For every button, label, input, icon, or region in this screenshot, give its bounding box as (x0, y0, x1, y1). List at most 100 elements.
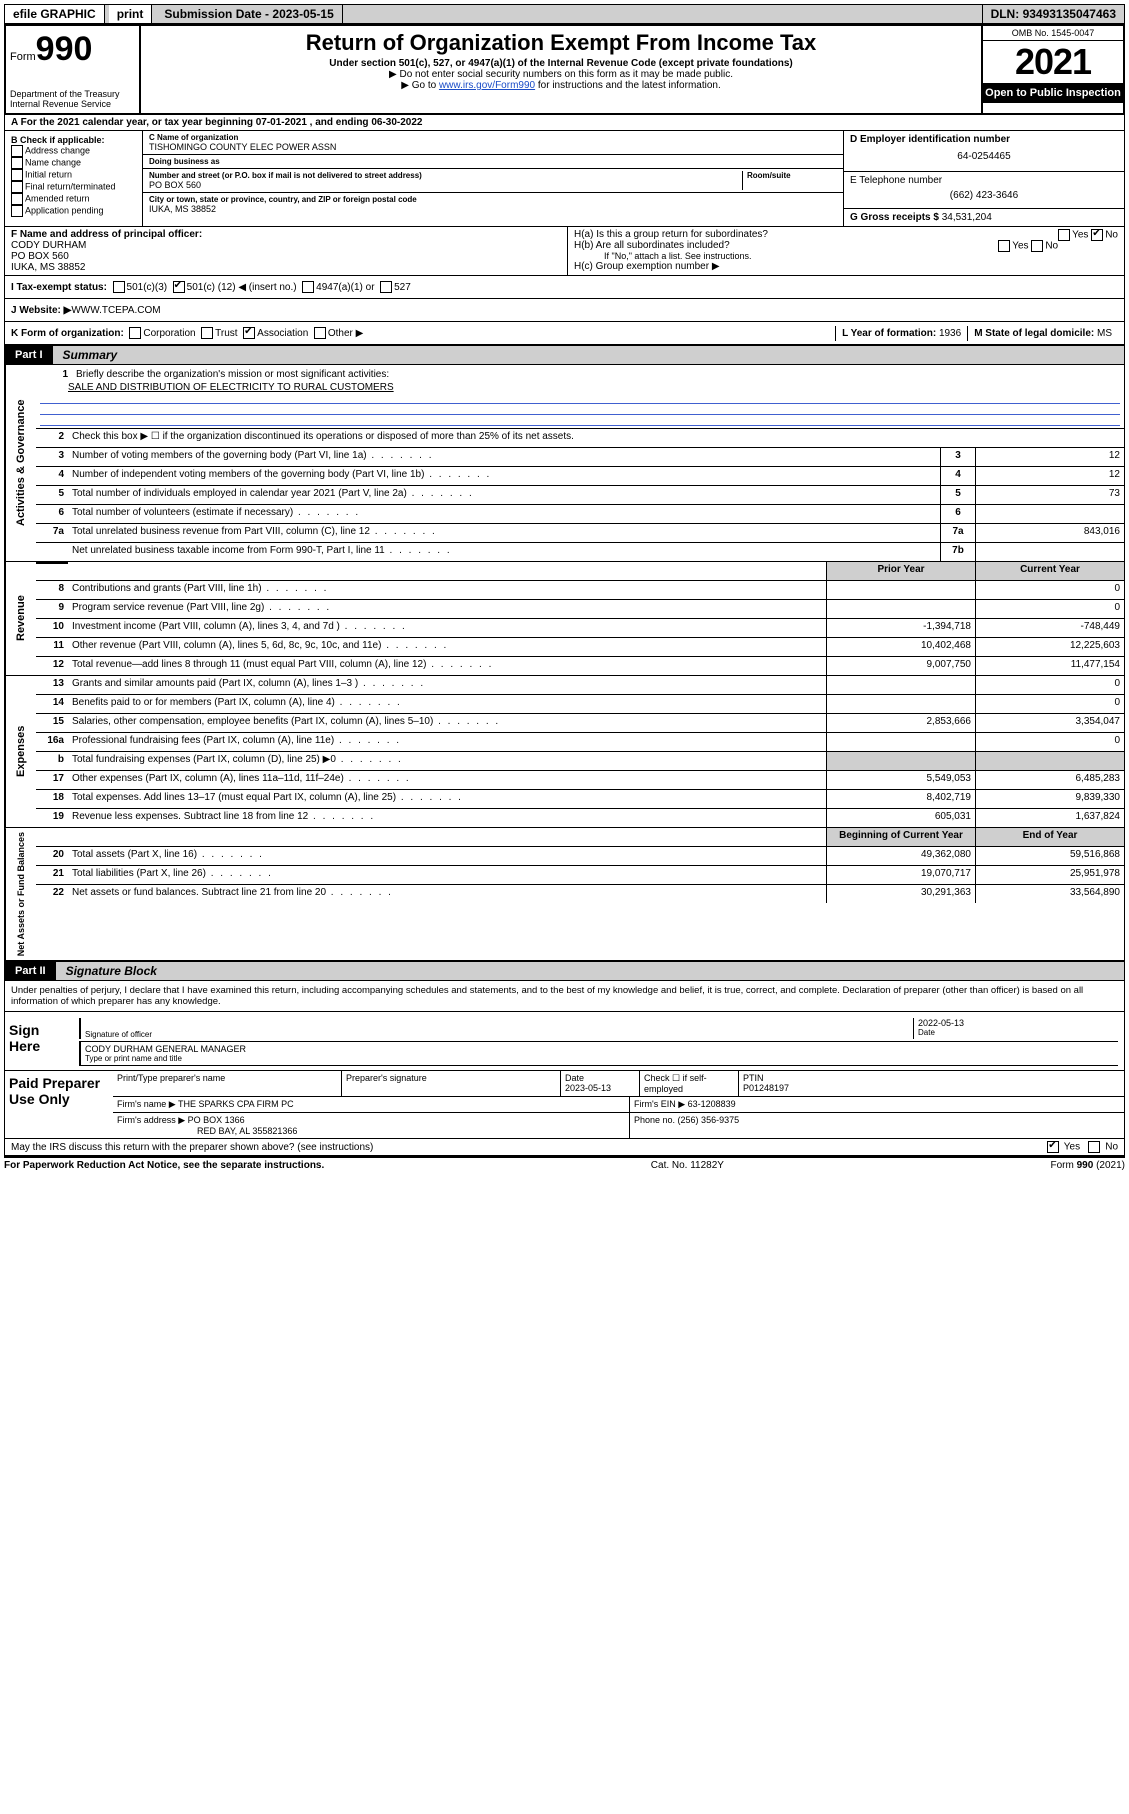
summary-line: 4Number of independent voting members of… (36, 467, 1124, 486)
h-a: H(a) Is this a group return for subordin… (574, 229, 1118, 240)
tax-year: 2021 (983, 41, 1123, 83)
self-employed-check[interactable]: Check ☐ if self-employed (640, 1071, 739, 1096)
officer-group-block: F Name and address of principal officer:… (4, 227, 1125, 276)
ein-label: D Employer identification number (850, 134, 1118, 145)
summary-line: 21Total liabilities (Part X, line 26)19,… (36, 866, 1124, 885)
check-4947[interactable] (302, 281, 314, 293)
summary-line: 16aProfessional fundraising fees (Part I… (36, 733, 1124, 752)
irs-link[interactable]: www.irs.gov/Form990 (439, 80, 535, 91)
check-corp[interactable] (129, 327, 141, 339)
summary-line: 7aTotal unrelated business revenue from … (36, 524, 1124, 543)
check-final-return[interactable]: Final return/terminated (11, 181, 136, 193)
check-assoc[interactable] (243, 327, 255, 339)
entity-block: B Check if applicable: Address change Na… (4, 131, 1125, 227)
paid-preparer-label: Paid Preparer Use Only (5, 1071, 113, 1138)
submission-date: Submission Date - 2023-05-15 (156, 5, 342, 23)
org-name-label: C Name of organization (149, 133, 837, 142)
phone-value: (662) 423-3646 (850, 186, 1118, 205)
ptin-value: P01248197 (743, 1083, 789, 1093)
firm-phone: (256) 356-9375 (678, 1115, 740, 1125)
row-i-tax-status: I Tax-exempt status: 501(c)(3) 501(c) ( … (4, 276, 1125, 299)
tax-status-label: I Tax-exempt status: (11, 282, 107, 293)
form-header: Form990 Department of the Treasury Inter… (4, 24, 1125, 115)
eoy-header: End of Year (975, 828, 1124, 846)
firm-addr2: RED BAY, AL 355821366 (117, 1126, 297, 1136)
officer-addr2: IUKA, MS 38852 (11, 262, 561, 273)
gross-label: G Gross receipts $ (850, 212, 942, 223)
summary-line: 9Program service revenue (Part VIII, lin… (36, 600, 1124, 619)
room-label: Room/suite (747, 171, 837, 180)
street-label: Number and street (or P.O. box if mail i… (149, 171, 742, 180)
org-form-label: K Form of organization: (11, 328, 124, 339)
summary-line: 3Number of voting members of the governi… (36, 448, 1124, 467)
city-value: IUKA, MS 38852 (149, 204, 837, 214)
officer-name: CODY DURHAM (11, 240, 561, 251)
goto-pre: ▶ Go to (401, 80, 439, 91)
sign-here-label: Sign Here (5, 1012, 73, 1070)
summary-line: 20Total assets (Part X, line 16)49,362,0… (36, 847, 1124, 866)
preparer-name-label: Print/Type preparer's name (113, 1071, 342, 1096)
goto-note: ▶ Go to www.irs.gov/Form990 for instruct… (147, 80, 975, 91)
street-value: PO BOX 560 (149, 180, 742, 190)
boy-header: Beginning of Current Year (826, 828, 975, 846)
col-b-checkboxes: B Check if applicable: Address change Na… (5, 131, 143, 226)
may-discuss-text: May the IRS discuss this return with the… (11, 1142, 373, 1153)
form-number: Form990 (10, 30, 135, 69)
ssn-note: ▶ Do not enter social security numbers o… (147, 69, 975, 80)
sig-name-label: Type or print name and title (85, 1054, 1118, 1063)
print-button[interactable]: print (109, 5, 153, 23)
row-k-org-form: K Form of organization: Corporation Trus… (4, 322, 1125, 345)
mission-text: SALE AND DISTRIBUTION OF ELECTRICITY TO … (40, 382, 1120, 393)
summary-line: 14Benefits paid to or for members (Part … (36, 695, 1124, 714)
submission-date-value: 2023-05-15 (272, 7, 333, 21)
check-address-change[interactable]: Address change (11, 145, 136, 157)
org-name: TISHOMINGO COUNTY ELEC POWER ASSN (149, 142, 837, 152)
summary-line: Net unrelated business taxable income fr… (36, 543, 1124, 561)
ein-value: 64-0254465 (850, 145, 1118, 168)
check-trust[interactable] (201, 327, 213, 339)
check-amended-return[interactable]: Amended return (11, 193, 136, 205)
website-label: J Website: ▶ (11, 305, 71, 316)
year-formation: 1936 (939, 328, 961, 339)
check-name-change[interactable]: Name change (11, 157, 136, 169)
summary-line: 22Net assets or fund balances. Subtract … (36, 885, 1124, 903)
may-no[interactable] (1088, 1141, 1100, 1153)
h-c: H(c) Group exemption number ▶ (574, 261, 1118, 272)
perjury-declaration: Under penalties of perjury, I declare th… (5, 981, 1124, 1011)
form-number-big: 990 (36, 30, 93, 68)
activities-section: Activities & Governance 1Briefly describ… (4, 365, 1125, 562)
check-other[interactable] (314, 327, 326, 339)
line-1-desc: Briefly describe the organization's miss… (72, 367, 1120, 382)
form-prefix: Form (10, 51, 36, 63)
check-501c[interactable] (173, 281, 185, 293)
firm-ein: 63-1208839 (688, 1099, 736, 1109)
efile-label[interactable]: efile GRAPHIC (5, 5, 105, 23)
summary-line: 6Total number of volunteers (estimate if… (36, 505, 1124, 524)
check-initial-return[interactable]: Initial return (11, 169, 136, 181)
summary-line: 13Grants and similar amounts paid (Part … (36, 676, 1124, 695)
dept-treasury: Department of the Treasury (10, 89, 135, 99)
topbar: efile GRAPHIC print Submission Date - 20… (4, 4, 1125, 24)
form-subtitle: Under section 501(c), 527, or 4947(a)(1)… (147, 58, 975, 69)
sig-name: CODY DURHAM GENERAL MANAGER (85, 1044, 1118, 1054)
check-501c3[interactable] (113, 281, 125, 293)
sig-date: 2022-05-13 (918, 1018, 1118, 1028)
summary-line: 15Salaries, other compensation, employee… (36, 714, 1124, 733)
line-2-desc: Check this box ▶ ☐ if the organization d… (68, 429, 1124, 447)
activities-tab: Activities & Governance (5, 365, 36, 561)
row-a-tax-year: A For the 2021 calendar year, or tax yea… (4, 115, 1125, 131)
summary-line: bTotal fundraising expenses (Part IX, co… (36, 752, 1124, 771)
firm-addr1: PO BOX 1366 (188, 1115, 245, 1125)
dln-value: 93493135047463 (1023, 7, 1116, 21)
form-ref: Form 990 (2021) (1051, 1160, 1125, 1171)
summary-line: 11Other revenue (Part VIII, column (A), … (36, 638, 1124, 657)
check-527[interactable] (380, 281, 392, 293)
check-application-pending[interactable]: Application pending (11, 205, 136, 217)
summary-line: 10Investment income (Part VIII, column (… (36, 619, 1124, 638)
irs-label: Internal Revenue Service (10, 99, 135, 109)
netassets-section: Net Assets or Fund Balances Beginning of… (4, 828, 1125, 961)
sig-officer-label: Signature of officer (85, 1030, 913, 1039)
officer-label: F Name and address of principal officer: (11, 229, 561, 240)
open-inspection: Open to Public Inspection (983, 83, 1123, 103)
may-yes[interactable] (1047, 1141, 1059, 1153)
